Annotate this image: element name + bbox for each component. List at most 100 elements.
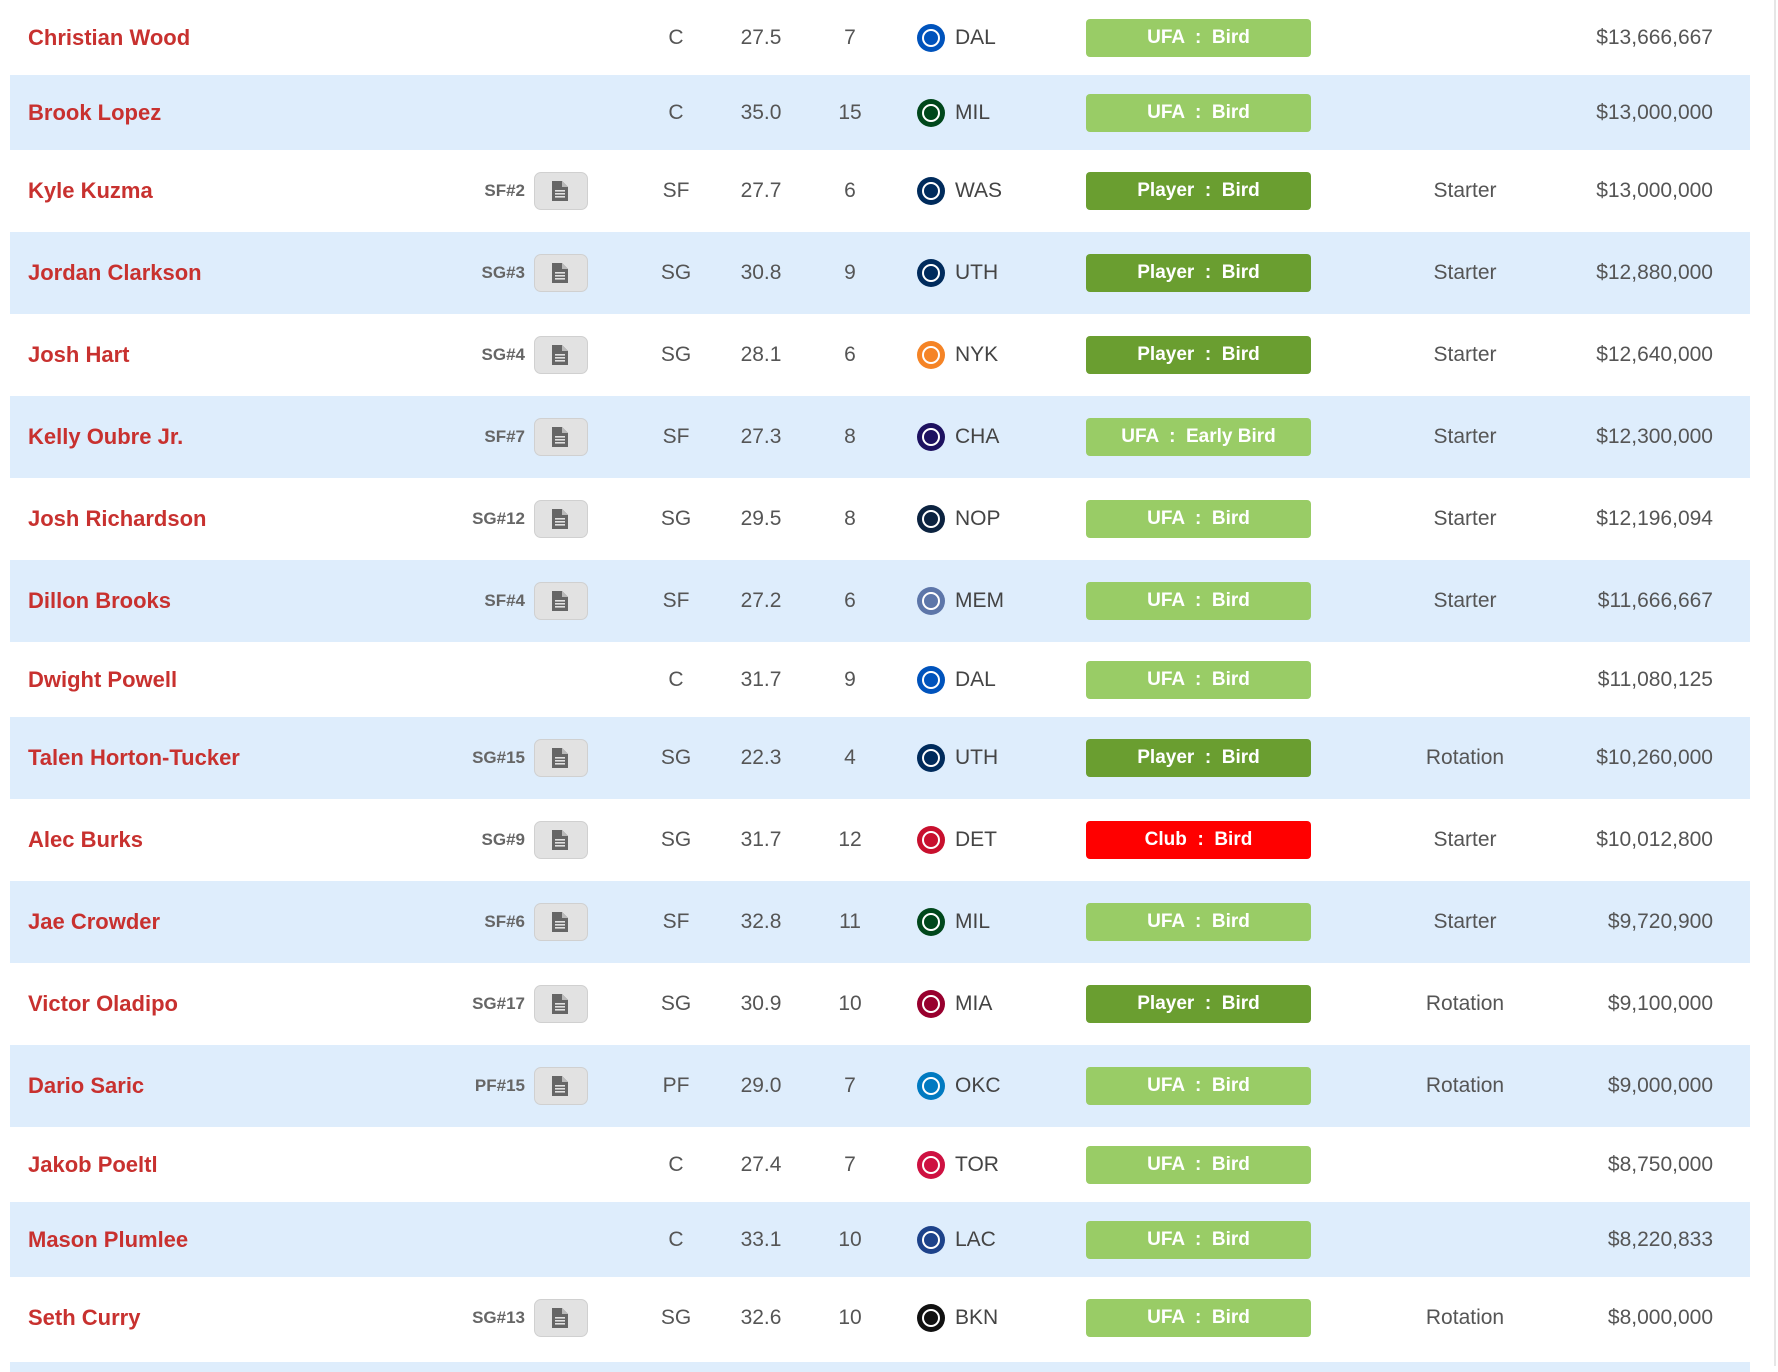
player-name-link[interactable]: Dario Saric bbox=[28, 1073, 145, 1098]
team-logo-icon bbox=[917, 259, 945, 287]
role: Starter bbox=[1433, 179, 1497, 202]
document-button[interactable] bbox=[534, 582, 588, 620]
team-logo-icon bbox=[917, 826, 945, 854]
scrollbar-track[interactable] bbox=[1774, 0, 1776, 1366]
player-name-link[interactable]: Dwight Powell bbox=[28, 666, 178, 692]
player-name-link[interactable]: Jordan Clarkson bbox=[28, 260, 202, 285]
position-rank: PF#15 bbox=[474, 1076, 525, 1095]
contract-badge: UFA : Bird bbox=[1086, 582, 1311, 620]
player-name-link[interactable]: Seth Curry bbox=[28, 1305, 141, 1330]
position-rank: SG#13 bbox=[472, 1308, 525, 1327]
next-row-stripe bbox=[10, 1362, 1750, 1372]
role: Starter bbox=[1433, 343, 1497, 366]
team-logo-icon bbox=[917, 587, 945, 615]
player-name-link[interactable]: Brook Lopez bbox=[28, 99, 162, 125]
document-icon bbox=[552, 591, 568, 611]
player-name-link[interactable]: Dillon Brooks bbox=[28, 588, 172, 613]
salary: $9,000,000 bbox=[1607, 1074, 1713, 1097]
age: 35.0 bbox=[740, 100, 782, 124]
position: SG bbox=[660, 343, 692, 366]
document-icon bbox=[552, 1308, 568, 1328]
contract-badge: UFA : Bird bbox=[1086, 1220, 1311, 1259]
salary: $8,000,000 bbox=[1607, 1306, 1713, 1329]
document-button[interactable] bbox=[534, 1067, 588, 1105]
position: SG bbox=[660, 507, 692, 530]
player-name-link[interactable]: Mason Plumlee bbox=[28, 1226, 189, 1252]
age: 32.8 bbox=[740, 910, 782, 933]
document-button[interactable] bbox=[534, 985, 588, 1023]
experience: 9 bbox=[844, 667, 856, 691]
position: SG bbox=[660, 261, 692, 284]
player-name-link[interactable]: Victor Oladipo bbox=[28, 991, 178, 1016]
table-row: Jordan Clarkson SG#3 SG 30.8 9 UTH Player… bbox=[10, 232, 1750, 314]
team-logo-icon bbox=[917, 1150, 945, 1179]
position-rank: SG#9 bbox=[481, 830, 525, 849]
team-logo-icon bbox=[917, 177, 945, 205]
table-row: Dwight Powell C 31.7 9 DAL UFA : Bird $11… bbox=[10, 642, 1750, 717]
document-icon bbox=[552, 830, 568, 850]
age: 22.3 bbox=[740, 746, 782, 769]
player-name-link[interactable]: Kyle Kuzma bbox=[28, 178, 153, 203]
document-icon bbox=[552, 912, 568, 932]
table-row: Josh Richardson SG#12 SG 29.5 8 NOP UFA :… bbox=[10, 478, 1750, 560]
position: C bbox=[668, 667, 684, 691]
experience: 6 bbox=[844, 589, 856, 612]
salary: $10,012,800 bbox=[1596, 828, 1713, 851]
experience: 9 bbox=[844, 261, 856, 284]
team-abbr: BKN bbox=[955, 1306, 999, 1329]
position-rank: SG#12 bbox=[472, 509, 525, 528]
age: 29.5 bbox=[740, 507, 782, 530]
table-row: Jakob Poeltl C 27.4 7 TOR UFA : Bird $8,7… bbox=[10, 1127, 1750, 1202]
player-name-link[interactable]: Christian Wood bbox=[28, 24, 191, 50]
experience: 12 bbox=[838, 828, 862, 851]
age: 27.4 bbox=[740, 1152, 782, 1176]
player-name-link[interactable]: Jakob Poeltl bbox=[28, 1151, 158, 1177]
document-icon bbox=[552, 994, 568, 1014]
team-abbr: OKC bbox=[955, 1074, 1001, 1097]
salary: $9,720,900 bbox=[1607, 910, 1713, 933]
age: 28.1 bbox=[740, 343, 782, 366]
position: C bbox=[668, 1227, 684, 1251]
age: 27.3 bbox=[740, 425, 782, 448]
document-button[interactable] bbox=[534, 903, 588, 941]
contract-badge: UFA : Bird bbox=[1086, 903, 1311, 941]
role: Starter bbox=[1433, 507, 1497, 530]
age: 33.1 bbox=[740, 1227, 782, 1251]
document-button[interactable] bbox=[534, 336, 588, 374]
age: 27.7 bbox=[740, 179, 782, 202]
team-logo-icon bbox=[917, 423, 945, 451]
document-button[interactable] bbox=[534, 172, 588, 210]
position: SF bbox=[662, 425, 690, 448]
player-name-link[interactable]: Talen Horton-Tucker bbox=[28, 745, 240, 770]
document-button[interactable] bbox=[534, 418, 588, 456]
player-name-link[interactable]: Josh Hart bbox=[28, 342, 130, 367]
player-name-link[interactable]: Alec Burks bbox=[28, 827, 143, 852]
position-rank: SG#17 bbox=[472, 994, 525, 1013]
player-name-link[interactable]: Jae Crowder bbox=[28, 909, 161, 934]
team-abbr: CHA bbox=[955, 425, 1000, 448]
team-abbr: TOR bbox=[955, 1152, 999, 1176]
position: SG bbox=[660, 1306, 692, 1329]
position-rank: SG#4 bbox=[481, 345, 525, 364]
document-button[interactable] bbox=[534, 254, 588, 292]
document-icon bbox=[552, 748, 568, 768]
document-button[interactable] bbox=[534, 821, 588, 859]
document-button[interactable] bbox=[534, 500, 588, 538]
experience: 8 bbox=[844, 507, 856, 530]
document-icon bbox=[552, 181, 568, 201]
salary: $12,196,094 bbox=[1596, 507, 1713, 530]
player-name-link[interactable]: Kelly Oubre Jr. bbox=[28, 424, 184, 449]
player-name-link[interactable]: Josh Richardson bbox=[28, 506, 207, 531]
role: Starter bbox=[1433, 589, 1497, 612]
position: SG bbox=[660, 828, 692, 851]
salary: $10,260,000 bbox=[1596, 746, 1713, 769]
document-button[interactable] bbox=[534, 1299, 588, 1337]
team-abbr: LAC bbox=[955, 1227, 996, 1251]
team-logo-icon bbox=[917, 98, 945, 127]
experience: 7 bbox=[844, 1074, 856, 1097]
age: 30.9 bbox=[740, 992, 782, 1015]
document-button[interactable] bbox=[534, 739, 588, 777]
document-icon bbox=[552, 427, 568, 447]
position: C bbox=[668, 25, 684, 49]
salary: $13,000,000 bbox=[1596, 179, 1713, 202]
